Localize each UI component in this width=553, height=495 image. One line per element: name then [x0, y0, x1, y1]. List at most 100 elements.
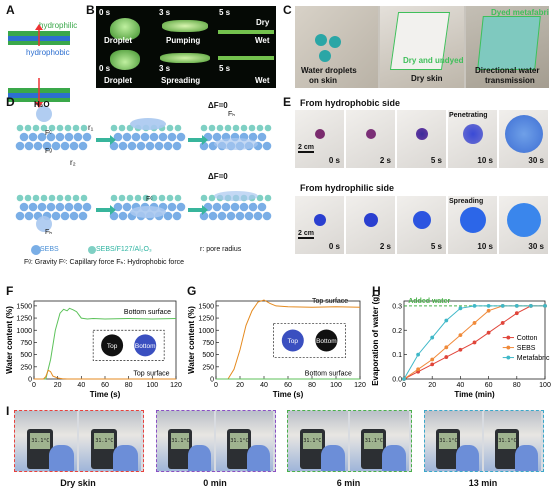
i-glove [188, 445, 212, 471]
c-caption-dry-skin: Dry skin [411, 74, 443, 83]
h-added-water-label: Added water [408, 298, 450, 305]
f-inset-top-label: Top [107, 343, 118, 350]
e-row2-stain-1 [313, 214, 326, 226]
i-photo-4-1: 31.1°C [425, 411, 482, 471]
f-series-label-top: Top surface [133, 371, 169, 378]
g-series-label-bottom: Bottom surface [305, 371, 352, 378]
x-tick-label: 40 [77, 382, 85, 389]
c-caption-dyed: Dyed metafabric [491, 8, 549, 17]
b-time-3: 5 s [219, 8, 231, 17]
b-caption-spreading: Spreading [161, 76, 201, 85]
y-tick-label: 500 [20, 352, 32, 359]
x-tick-label: 0 [32, 382, 36, 389]
e-row2-stain-4 [459, 207, 486, 233]
c-photo-dyed [466, 6, 549, 88]
d-droplet-2 [130, 118, 166, 130]
e-row-hydrophobic: 0 s 2 s 5 s 10 s Penetrating 30 s 2 cm [295, 110, 549, 172]
e-row1-frame-3: 5 s [397, 110, 446, 168]
i-photo-pair-2: 31.1°C 31.1°C [156, 410, 276, 472]
i-photo-2-2: 31.1°C [216, 411, 273, 471]
x-tick-label: 80 [513, 382, 521, 389]
hydrophilic-label: hydrophilic [39, 21, 77, 30]
i-photo-pair-3: 31.1°C 31.1°C [287, 410, 412, 472]
e-row1-scale-bar: 2 cm [298, 144, 314, 153]
f-inset-bottom-label: Bottom [135, 343, 156, 350]
panel-label-a: A [6, 3, 15, 17]
y-tick-label: 1250 [198, 316, 214, 323]
x-tick-label: 60 [101, 382, 109, 389]
c-caption-5b: transmission [485, 76, 535, 85]
e-row2-stain-2 [363, 213, 378, 227]
e-row1-title: From hydrophobic side [300, 98, 401, 108]
d-droplet-3 [214, 138, 258, 150]
y-tick-label: 1500 [16, 303, 32, 310]
i-glove [320, 445, 345, 471]
panel-b-photos: 0 s 3 s 5 s Droplet Pumping Dry Wet 0 s … [96, 6, 276, 88]
b-frame-spreading [156, 48, 215, 88]
data-point [514, 311, 519, 316]
b-time-1: 0 s [99, 8, 111, 17]
d-legend-mix-marker [88, 246, 96, 254]
e-row2-frame-1: 0 s [295, 196, 344, 254]
series-line-top-surface [34, 369, 176, 380]
b-caption-droplet-bottom: Droplet [104, 76, 132, 85]
x-tick-label: 20 [236, 382, 244, 389]
y-tick-label: 1000 [16, 328, 32, 335]
d-h2o-label: H₂O [34, 100, 50, 109]
f-inset-bottom-circle [134, 334, 157, 357]
e-row2-scale-bar: 2 cm [298, 230, 314, 239]
panel-d-schematic [15, 106, 272, 255]
x-tick-label: 60 [485, 382, 493, 389]
b-caption-droplet-top: Droplet [104, 36, 132, 45]
data-point [472, 340, 477, 345]
series-line-bottom-surface [34, 307, 177, 380]
c-photo-droplets [295, 6, 378, 88]
i-glove [247, 445, 271, 471]
e-row2-frame-3: 5 s [397, 196, 446, 254]
c-caption-dry-undyed: Dry and undyed [403, 56, 464, 65]
i-caption-2: 0 min [203, 478, 227, 488]
e-row1-time-4: 10 s [477, 156, 493, 165]
i-meter-screen: 31.1°C [94, 433, 115, 449]
i-photo-3-1: 31.1°C [288, 411, 348, 471]
x-tick-label: 120 [354, 382, 366, 389]
d-legend-forces: Fᵍ: Gravity Fᶜ: Capillary force Fₕ: Hydr… [24, 259, 185, 266]
d-droplet-4 [36, 216, 52, 232]
h-legend-marker [506, 335, 511, 340]
i-meter-screen: 31.1°C [439, 433, 457, 449]
d-fh-label-1: Fₕ [228, 111, 236, 118]
panel-a-schematic: hydrophilic hydrophobic [8, 21, 77, 108]
x-axis-label: Time (s) [273, 390, 304, 399]
x-axis-label: Time (s) [90, 390, 121, 399]
i-meter-screen: 31.1°C [230, 433, 248, 449]
h-legend-label: Cotton [517, 335, 538, 342]
x-tick-label: 20 [428, 382, 436, 389]
i-photo-1-2: 31.1°C [79, 411, 141, 471]
d-legend-sebs: SEBS [40, 246, 59, 253]
i-hygrometer-1-2: 31.1°C [91, 429, 118, 469]
e-row1-stain-3 [415, 128, 428, 140]
e-row1-frame-4: 10 s Penetrating [448, 110, 497, 168]
e-row-hydrophilic: 0 s 2 s 5 s 10 s Spreading 30 s 2 cm [295, 196, 549, 258]
i-caption-4: 13 min [468, 478, 498, 488]
d-fh-label-2: Fₕ [45, 229, 53, 236]
y-tick-label: 1250 [16, 316, 32, 323]
d-fg-label-1: Fᵍ [45, 148, 52, 155]
b-caption-wet-top: Wet [255, 36, 270, 45]
i-meter-screen: 31.1°C [30, 433, 51, 449]
data-point [472, 321, 477, 325]
panel-label-h: H [372, 284, 381, 298]
e-row2-stain-5 [506, 203, 541, 237]
y-tick-label: 500 [202, 352, 214, 359]
x-tick-label: 100 [330, 382, 342, 389]
i-glove [49, 445, 74, 471]
data-point [416, 352, 420, 357]
b-frame-droplet-bottom [96, 48, 155, 88]
data-point [416, 367, 420, 372]
c-caption-1a: Water droplets [301, 66, 357, 75]
h-legend-marker [506, 345, 511, 350]
i-hygrometer-1-1: 31.1°C [27, 429, 54, 469]
x-tick-label: 20 [54, 382, 62, 389]
e-row2-time-4: 10 s [477, 242, 493, 251]
i-hygrometer-2-1: 31.1°C [168, 429, 193, 469]
